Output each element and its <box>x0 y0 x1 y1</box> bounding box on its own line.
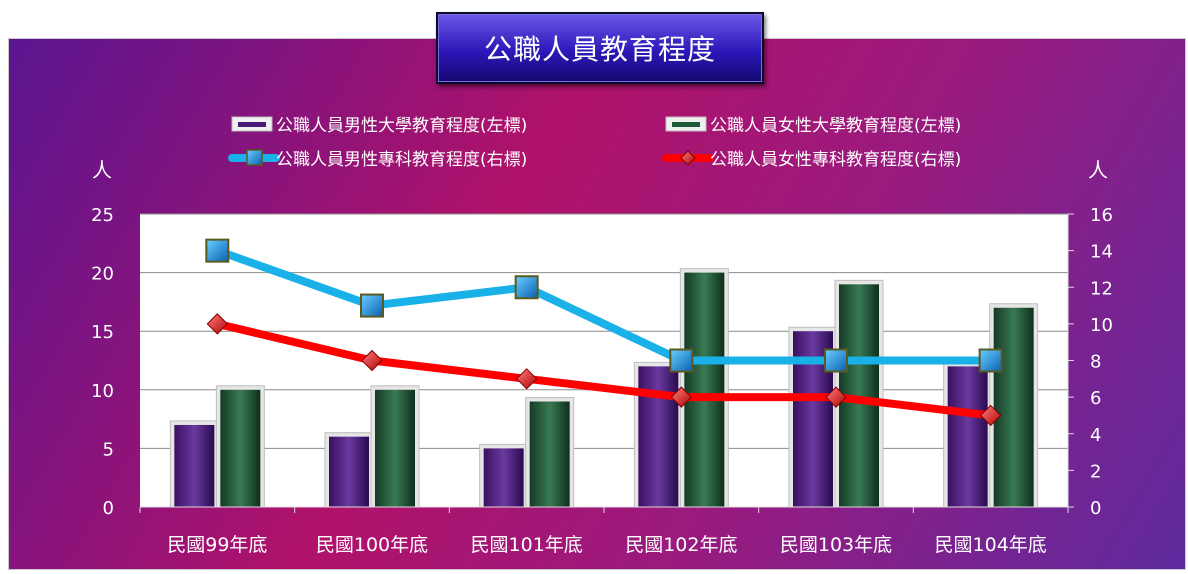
series-line <box>213 319 995 420</box>
legend-swatch <box>672 122 700 127</box>
y-tick-left: 15 <box>91 322 114 343</box>
legend-label: 公職人員男性大學教育程度(左標) <box>276 116 527 136</box>
legend: 公職人員男性大學教育程度(左標) 公職人員女性大學教育程度(左標) 公職人員男性專科… <box>228 116 961 170</box>
lines <box>205 238 1003 427</box>
y-axis-right-unit: 人 <box>1088 158 1108 182</box>
bar <box>375 389 415 507</box>
line-marker-diamond <box>361 349 383 372</box>
line-marker-diamond <box>670 386 693 408</box>
legend-label: 公職人員女性專科教育程度(右標) <box>710 150 961 170</box>
y-tick-right: 0 <box>1090 498 1101 519</box>
x-tick-label: 民國102年底 <box>625 534 737 556</box>
y-tick-left: 5 <box>103 439 114 460</box>
x-tick-label: 民國104年底 <box>935 534 1047 556</box>
bar <box>220 389 261 507</box>
y-tick-right: 16 <box>1090 205 1113 226</box>
bar <box>947 366 988 507</box>
bar <box>638 366 679 507</box>
bar <box>993 307 1034 507</box>
x-tick-label: 民國101年底 <box>471 534 583 556</box>
line-marker-diamond <box>515 368 538 390</box>
line-marker-square <box>514 275 539 300</box>
chart-title: 公職人員教育程度 <box>483 33 716 66</box>
bar <box>483 448 524 507</box>
y-tick-right: 14 <box>1090 242 1113 263</box>
x-tick-label: 民國100年底 <box>316 534 428 556</box>
bar <box>329 436 369 507</box>
y-axis-left-unit: 人 <box>92 158 112 182</box>
bar <box>174 424 215 507</box>
series-line <box>213 246 995 365</box>
line-marker-diamond <box>979 404 1002 427</box>
line-marker-square <box>360 293 384 318</box>
line-marker-square <box>978 348 1003 373</box>
y-tick-right: 4 <box>1090 425 1101 446</box>
legend-marker <box>246 149 263 166</box>
y-tick-left: 20 <box>91 264 114 285</box>
y-tick-right: 12 <box>1090 278 1113 299</box>
line-marker-square <box>824 348 848 373</box>
y-tick-right: 10 <box>1090 315 1113 336</box>
axes: 0 5 10 15 20 25 0 2 4 6 8 10 12 14 16 民國99年底 民國100年底 民國10… <box>91 205 1113 556</box>
bar <box>529 401 570 507</box>
legend-marker <box>680 150 696 166</box>
legend-swatch <box>238 122 266 127</box>
chart-title-box: 公職人員教育程度 <box>436 12 764 84</box>
y-tick-right: 2 <box>1090 461 1101 482</box>
y-tick-right: 6 <box>1090 388 1101 409</box>
legend-label: 公職人員男性專科教育程度(右標) <box>276 150 527 170</box>
line-marker-diamond <box>825 386 847 408</box>
x-tick-label: 民國103年底 <box>780 534 892 556</box>
legend-label: 公職人員女性大學教育程度(左標) <box>710 116 961 136</box>
y-tick-left: 10 <box>91 381 114 402</box>
x-tick-label: 民國99年底 <box>167 534 267 556</box>
y-tick-left: 25 <box>91 205 114 226</box>
line-marker-diamond <box>206 313 229 335</box>
y-tick-left: 0 <box>103 498 114 519</box>
line-marker-square <box>669 348 694 373</box>
bar <box>684 272 725 507</box>
y-tick-right: 8 <box>1090 352 1101 373</box>
line-marker-square <box>205 238 230 263</box>
